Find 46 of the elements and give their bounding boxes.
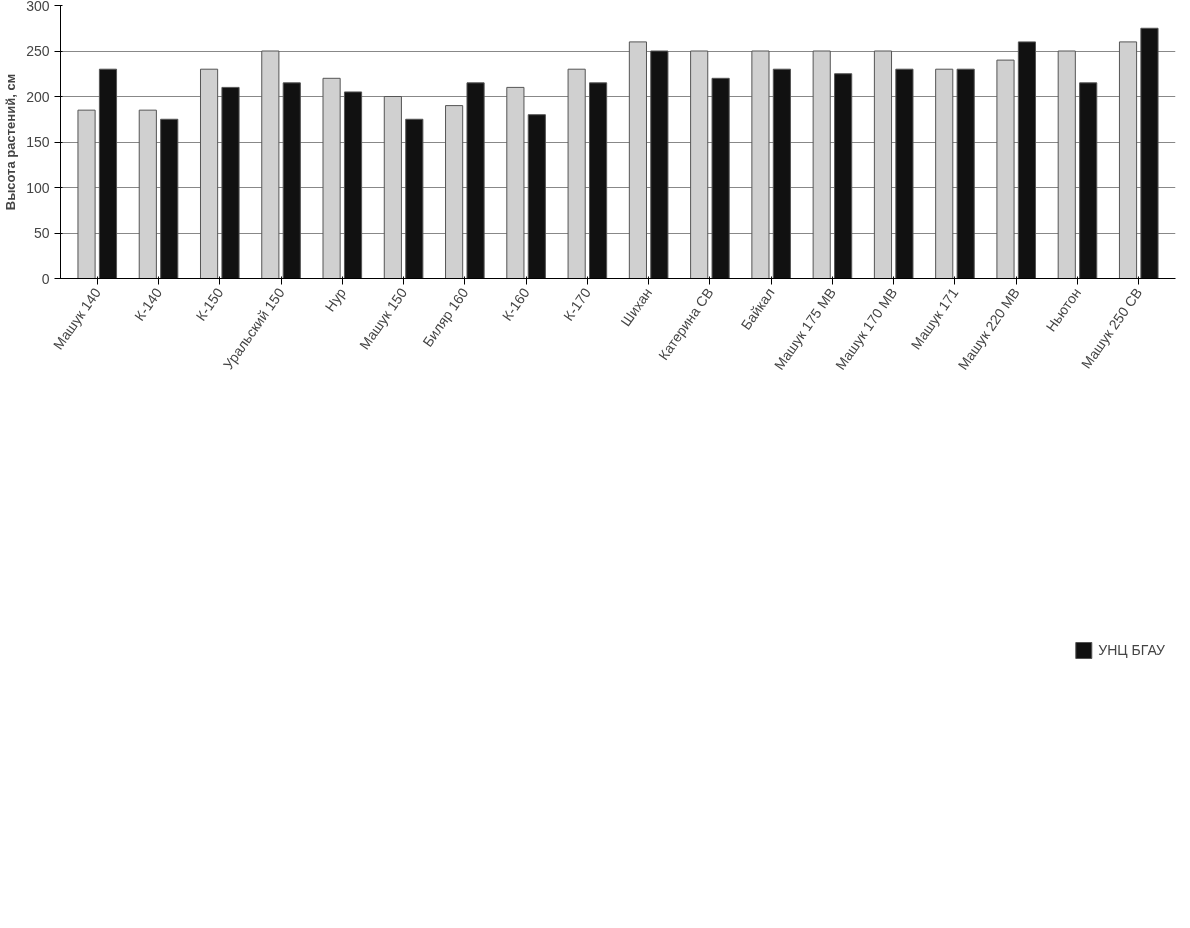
bar <box>1079 82 1098 279</box>
legend-label: УНЦ БГАУ <box>1098 642 1165 658</box>
y-tick-label: 100 <box>26 179 50 196</box>
bar <box>1057 50 1076 279</box>
bar <box>527 114 546 279</box>
y-tick-label: 150 <box>26 134 50 150</box>
bar <box>282 82 301 279</box>
bar <box>466 82 485 279</box>
bar <box>628 41 647 279</box>
bar <box>1118 41 1138 279</box>
y-tick-label: 250 <box>26 43 50 59</box>
bar <box>138 109 157 279</box>
y-tick-label: 50 <box>33 225 50 241</box>
bar <box>1140 27 1159 279</box>
bar <box>506 86 525 279</box>
bar <box>77 109 96 279</box>
bar <box>261 50 280 279</box>
bar <box>589 82 608 279</box>
bar <box>199 68 219 279</box>
bar <box>956 68 975 279</box>
bar <box>690 50 709 279</box>
bar <box>98 68 118 279</box>
bar <box>935 68 954 279</box>
bar <box>221 86 240 279</box>
bar <box>405 118 424 279</box>
bar <box>751 50 770 279</box>
bar <box>895 68 914 279</box>
y-axis-title: Высота растений, см <box>3 73 19 211</box>
bar <box>650 50 669 279</box>
bar <box>1017 41 1037 279</box>
y-tick-label: 200 <box>26 88 50 105</box>
bar <box>567 68 586 279</box>
bar <box>383 96 402 279</box>
bar <box>445 105 464 279</box>
bar <box>711 77 730 279</box>
bar <box>343 91 363 279</box>
bar <box>996 59 1015 279</box>
bar <box>812 50 831 279</box>
bar <box>772 68 791 279</box>
bar <box>160 118 179 279</box>
y-tick-label: 0 <box>41 270 50 287</box>
bar <box>873 50 893 279</box>
bar <box>322 77 341 279</box>
x-tick-label: Нур <box>321 284 349 315</box>
bar <box>834 73 853 279</box>
y-tick-label: 300 <box>26 0 50 14</box>
